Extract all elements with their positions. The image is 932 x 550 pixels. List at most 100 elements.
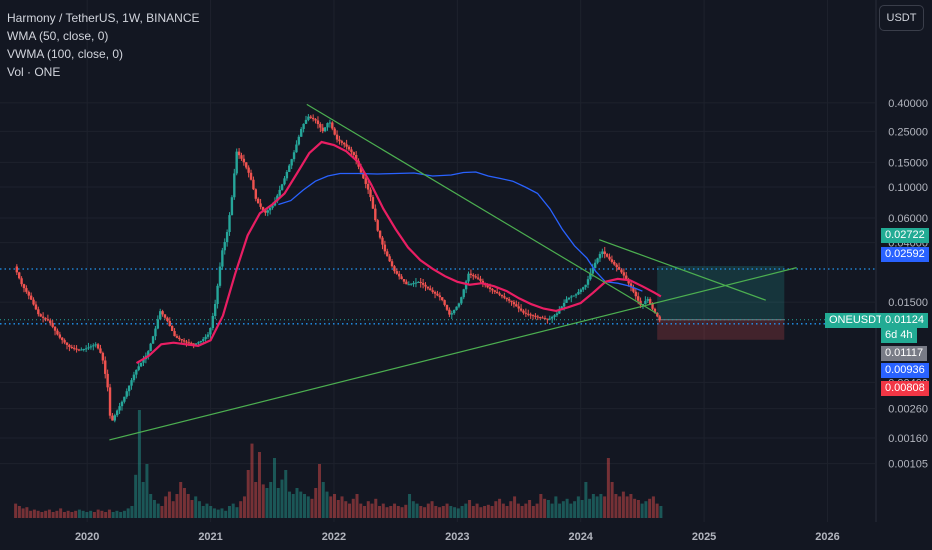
candle-body	[151, 336, 155, 344]
candle-body	[302, 123, 305, 129]
candle-body	[25, 288, 28, 292]
candle-body	[280, 184, 284, 190]
candle-body	[338, 139, 341, 142]
volume-bar	[614, 494, 618, 518]
volume-bar	[546, 500, 550, 518]
volume-bar	[528, 500, 532, 518]
candle-body	[629, 283, 633, 288]
legend-title[interactable]: Harmony / TetherUS, 1W, BINANCE	[7, 11, 200, 25]
volume-bar	[565, 498, 569, 518]
volume-bar	[539, 494, 543, 518]
volume-bar	[62, 512, 66, 518]
volume-bar	[115, 510, 119, 518]
legend-volume[interactable]: Vol · ONE	[7, 65, 61, 79]
candle-body	[498, 293, 501, 295]
candle-body	[194, 343, 198, 345]
candle-body	[648, 299, 652, 304]
candle-body	[84, 348, 88, 350]
candle-body	[539, 317, 542, 319]
candle-body	[206, 334, 210, 337]
volume-bar	[197, 501, 201, 518]
candle-body	[486, 285, 489, 288]
candle-body	[170, 325, 174, 332]
candle-body	[309, 116, 312, 118]
candle-body	[359, 166, 363, 173]
candle-body	[161, 311, 164, 315]
candle-body	[249, 172, 253, 180]
candle-body	[572, 295, 575, 297]
trendlines[interactable]	[109, 103, 797, 441]
volume-bar	[505, 506, 509, 518]
candle-body	[340, 141, 344, 143]
candle-body	[192, 343, 195, 345]
volume-bar	[51, 512, 55, 518]
candle-body	[101, 352, 105, 361]
legend-vwma[interactable]: VWMA (100, close, 0)	[7, 47, 124, 61]
trendline-local-resistance	[599, 239, 766, 301]
volume-bar	[419, 506, 423, 518]
volume-bar	[25, 507, 29, 518]
volume-bar	[561, 501, 565, 518]
candle-body	[166, 317, 169, 321]
volume-bar	[588, 498, 592, 518]
candle-body	[369, 189, 372, 198]
volume-bar	[310, 498, 314, 518]
volume-bar	[385, 507, 389, 518]
volume-bar	[513, 496, 517, 518]
volume-bar	[306, 496, 310, 518]
candle-body	[68, 344, 71, 347]
candle-body	[536, 316, 540, 318]
volume-bar	[209, 506, 213, 518]
candle-body	[519, 308, 523, 311]
horizontal-levels[interactable]	[0, 268, 876, 325]
volume-bar	[535, 503, 539, 518]
candle-body	[613, 261, 616, 265]
volume-bar	[179, 482, 183, 518]
candle-body	[266, 210, 269, 213]
candle-body	[515, 304, 518, 307]
volume-bar	[295, 488, 299, 518]
y-axis[interactable]: 0.400000.250000.150000.100000.060000.040…	[888, 98, 928, 471]
candle-body	[374, 208, 377, 221]
volume-bar	[591, 494, 595, 518]
currency-button[interactable]: USDT	[879, 5, 924, 31]
candle-body	[46, 319, 50, 321]
candle-body	[209, 328, 212, 335]
volume-bar	[284, 470, 288, 518]
candle-body	[421, 282, 425, 285]
candle-body	[598, 253, 602, 259]
level-tag: 0.02592	[881, 247, 929, 262]
candle-body	[601, 251, 604, 254]
volume-bar	[104, 512, 108, 518]
candle-body	[276, 195, 279, 202]
x-axis[interactable]: 2020 2021 2022 2023 2024 2025 2026	[75, 531, 840, 543]
candle-body	[182, 340, 186, 342]
candle-body	[400, 276, 403, 280]
candle-body	[120, 401, 124, 407]
candle-body	[125, 391, 128, 397]
candle-body	[230, 197, 234, 216]
legend-wma[interactable]: WMA (50, close, 0)	[7, 29, 109, 43]
volume-bar	[160, 506, 164, 518]
volume-bar	[250, 443, 254, 518]
volume-bar	[456, 508, 460, 518]
moving-averages	[135, 140, 662, 365]
candle-body	[61, 337, 64, 341]
candle-body	[550, 316, 554, 319]
candle-body	[527, 313, 530, 315]
candle-body	[558, 310, 561, 314]
candle-body	[216, 285, 219, 304]
candle-body	[386, 251, 389, 257]
candle-body	[77, 349, 81, 351]
position-tool[interactable]	[657, 266, 785, 340]
candle-body	[154, 328, 157, 337]
volume-bar	[558, 503, 562, 518]
candle-body	[300, 128, 303, 137]
y-tick-label: 0.00105	[888, 459, 928, 471]
y-tick-label: 0.10000	[888, 182, 928, 194]
candle-body	[175, 336, 179, 338]
candle-body	[531, 315, 535, 317]
volume-bar	[389, 506, 393, 518]
volume-bar	[434, 506, 438, 518]
